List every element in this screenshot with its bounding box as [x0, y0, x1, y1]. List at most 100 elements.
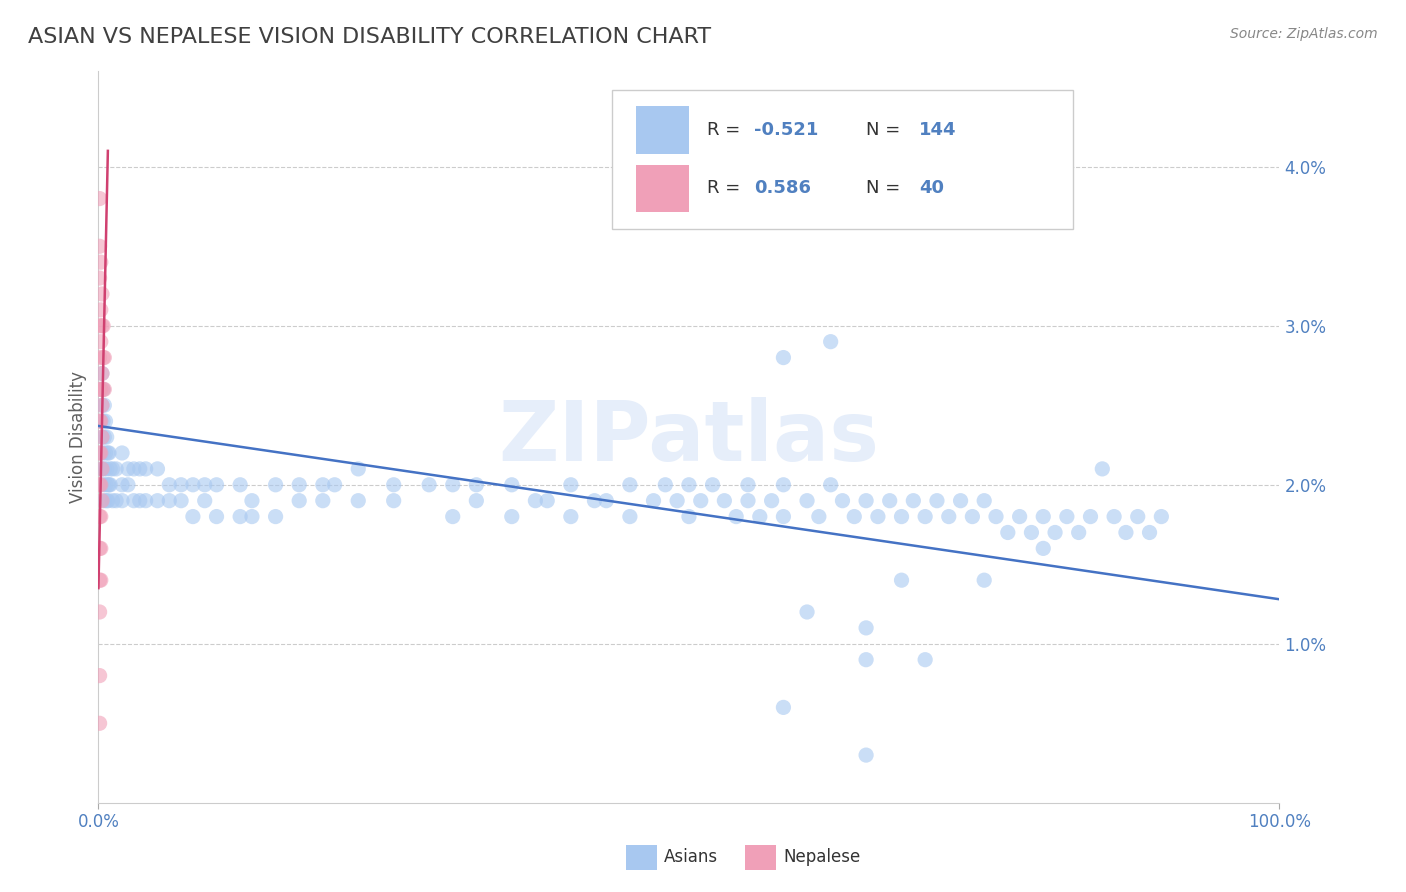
Point — [93, 462, 115, 476]
Point — [170, 493, 193, 508]
Point — [288, 493, 311, 508]
Point — [122, 462, 145, 476]
Point — [772, 477, 794, 491]
Point — [619, 509, 641, 524]
Point — [90, 446, 112, 460]
Point — [91, 367, 114, 381]
Point — [536, 493, 558, 508]
Text: R =: R = — [707, 179, 745, 197]
FancyBboxPatch shape — [612, 89, 1073, 228]
Point — [157, 477, 180, 491]
Point — [595, 493, 617, 508]
Point — [1102, 509, 1125, 524]
Point — [89, 668, 111, 682]
Point — [98, 477, 121, 491]
Point — [91, 462, 114, 476]
Point — [844, 509, 866, 524]
Point — [157, 493, 180, 508]
Point — [1115, 525, 1137, 540]
Point — [90, 446, 112, 460]
Point — [1056, 509, 1078, 524]
Text: 0.586: 0.586 — [754, 179, 811, 197]
Point — [264, 477, 287, 491]
Point — [1008, 509, 1031, 524]
Point — [146, 493, 169, 508]
Point — [737, 493, 759, 508]
Point — [441, 477, 464, 491]
Point — [135, 462, 157, 476]
Point — [89, 541, 111, 556]
Point — [441, 509, 464, 524]
Point — [890, 573, 912, 587]
Point — [205, 477, 228, 491]
Point — [796, 493, 818, 508]
Point — [761, 493, 783, 508]
Point — [560, 477, 582, 491]
Point — [94, 477, 117, 491]
Point — [678, 477, 700, 491]
Point — [678, 509, 700, 524]
Point — [855, 653, 877, 667]
Point — [772, 700, 794, 714]
Point — [194, 493, 217, 508]
Point — [93, 398, 115, 412]
Point — [583, 493, 606, 508]
Text: -0.521: -0.521 — [754, 121, 818, 139]
Point — [205, 509, 228, 524]
Point — [382, 477, 405, 491]
Point — [240, 509, 263, 524]
Point — [323, 477, 346, 491]
Point — [91, 477, 114, 491]
Point — [713, 493, 735, 508]
Point — [465, 477, 488, 491]
Point — [288, 477, 311, 491]
Point — [91, 430, 114, 444]
Point — [128, 462, 150, 476]
Point — [90, 334, 112, 349]
Bar — [636, 165, 689, 212]
Point — [91, 493, 114, 508]
Point — [90, 414, 112, 428]
Point — [94, 446, 117, 460]
Point — [117, 477, 139, 491]
Point — [91, 462, 114, 476]
Point — [643, 493, 665, 508]
Point — [866, 509, 889, 524]
Point — [146, 462, 169, 476]
Point — [347, 462, 370, 476]
Point — [984, 509, 1007, 524]
Point — [89, 192, 111, 206]
Point — [91, 318, 114, 333]
Point — [101, 493, 124, 508]
Y-axis label: Vision Disability: Vision Disability — [69, 371, 87, 503]
Point — [90, 302, 112, 317]
Text: ZIPatlas: ZIPatlas — [499, 397, 879, 477]
Point — [96, 430, 118, 444]
Point — [879, 493, 901, 508]
Point — [89, 271, 111, 285]
Point — [1067, 525, 1090, 540]
Point — [135, 493, 157, 508]
Point — [1139, 525, 1161, 540]
Point — [465, 493, 488, 508]
Point — [264, 509, 287, 524]
Point — [737, 477, 759, 491]
Point — [181, 477, 204, 491]
Point — [91, 287, 114, 301]
Point — [89, 414, 111, 428]
Point — [89, 605, 111, 619]
Point — [689, 493, 711, 508]
Point — [772, 509, 794, 524]
Point — [914, 509, 936, 524]
Point — [89, 573, 111, 587]
Point — [831, 493, 853, 508]
Point — [90, 509, 112, 524]
Point — [170, 477, 193, 491]
Point — [122, 493, 145, 508]
Point — [240, 493, 263, 508]
Point — [619, 477, 641, 491]
Point — [820, 477, 842, 491]
Point — [90, 477, 112, 491]
Point — [105, 462, 128, 476]
Point — [101, 462, 124, 476]
